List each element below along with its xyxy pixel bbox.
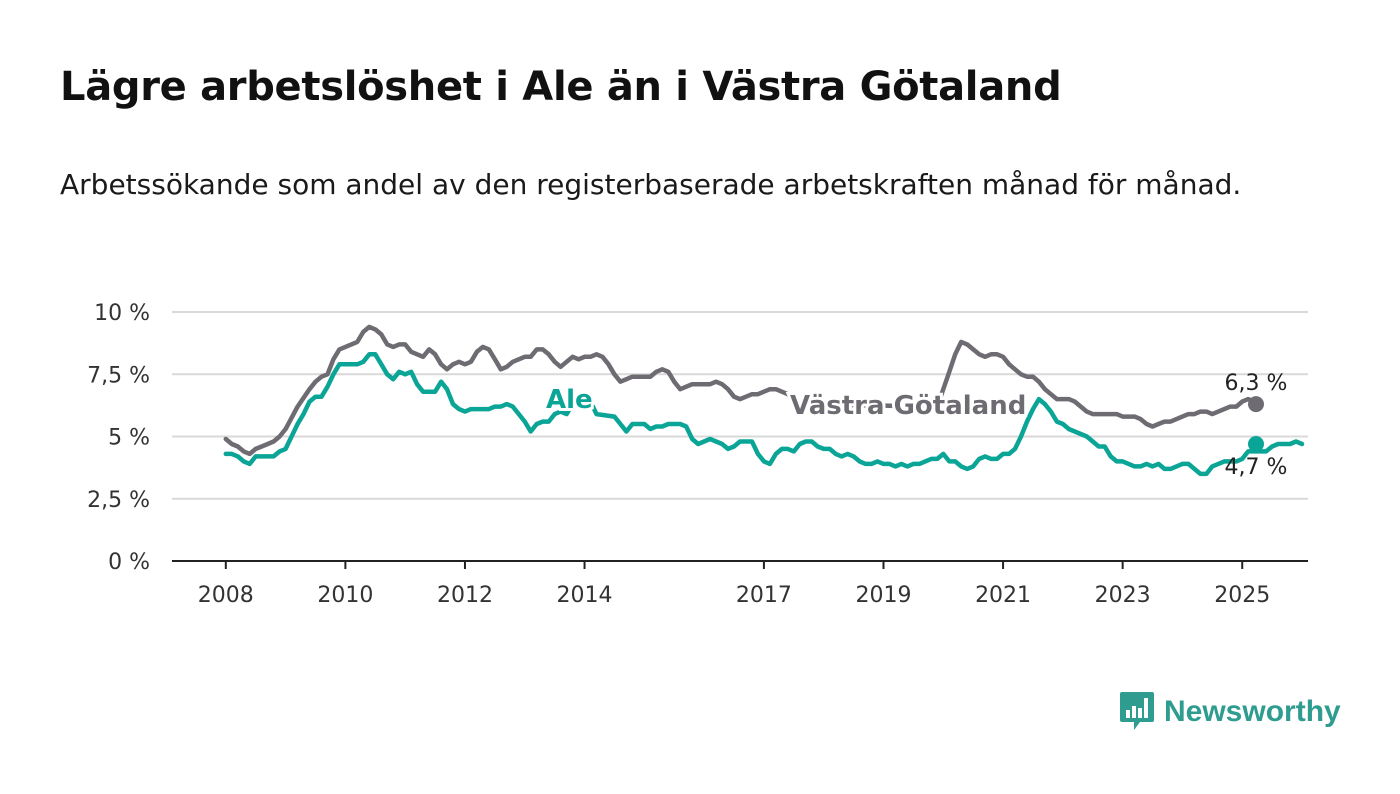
end-value-label-vastra-gotaland: 6,3 % <box>1225 371 1288 396</box>
x-tick-label: 2008 <box>198 583 254 608</box>
x-tick-label: 2025 <box>1214 583 1270 608</box>
series-label-ale: Ale <box>546 385 593 415</box>
x-tick-label: 2017 <box>736 583 792 608</box>
end-value-label-ale: 4,7 % <box>1225 455 1288 480</box>
x-tick-label: 2021 <box>975 583 1031 608</box>
y-tick-label: 10 % <box>94 301 150 326</box>
end-point-vastra-gotaland <box>1248 396 1264 413</box>
series-line-ale <box>223 352 1305 477</box>
x-tick-label: 2010 <box>317 583 373 608</box>
x-tick-label: 2019 <box>855 583 911 608</box>
series-line-v-stra-g-taland <box>223 324 1263 457</box>
brand-name: Newsworthy <box>1164 695 1341 728</box>
y-tick-label: 2,5 % <box>87 488 150 513</box>
bar-chart-speech-bubble-icon <box>1120 692 1154 730</box>
y-tick-label: 0 % <box>108 550 150 575</box>
series-label-vastra-gotaland: Västra Götaland <box>790 391 1026 421</box>
chart-subtitle: Arbetssökande som andel av den registerb… <box>60 168 1242 201</box>
end-point-ale <box>1248 435 1264 452</box>
y-tick-label: 7,5 % <box>87 363 150 388</box>
y-tick-label: 5 % <box>108 426 150 451</box>
x-tick-label: 2012 <box>437 583 493 608</box>
newsworthy-logo[interactable]: Newsworthy <box>1118 690 1341 734</box>
chart-title: Lägre arbetslöshet i Ale än i Västra Göt… <box>60 64 1062 110</box>
x-tick-label: 2014 <box>557 583 613 608</box>
x-tick-label: 2023 <box>1095 583 1151 608</box>
